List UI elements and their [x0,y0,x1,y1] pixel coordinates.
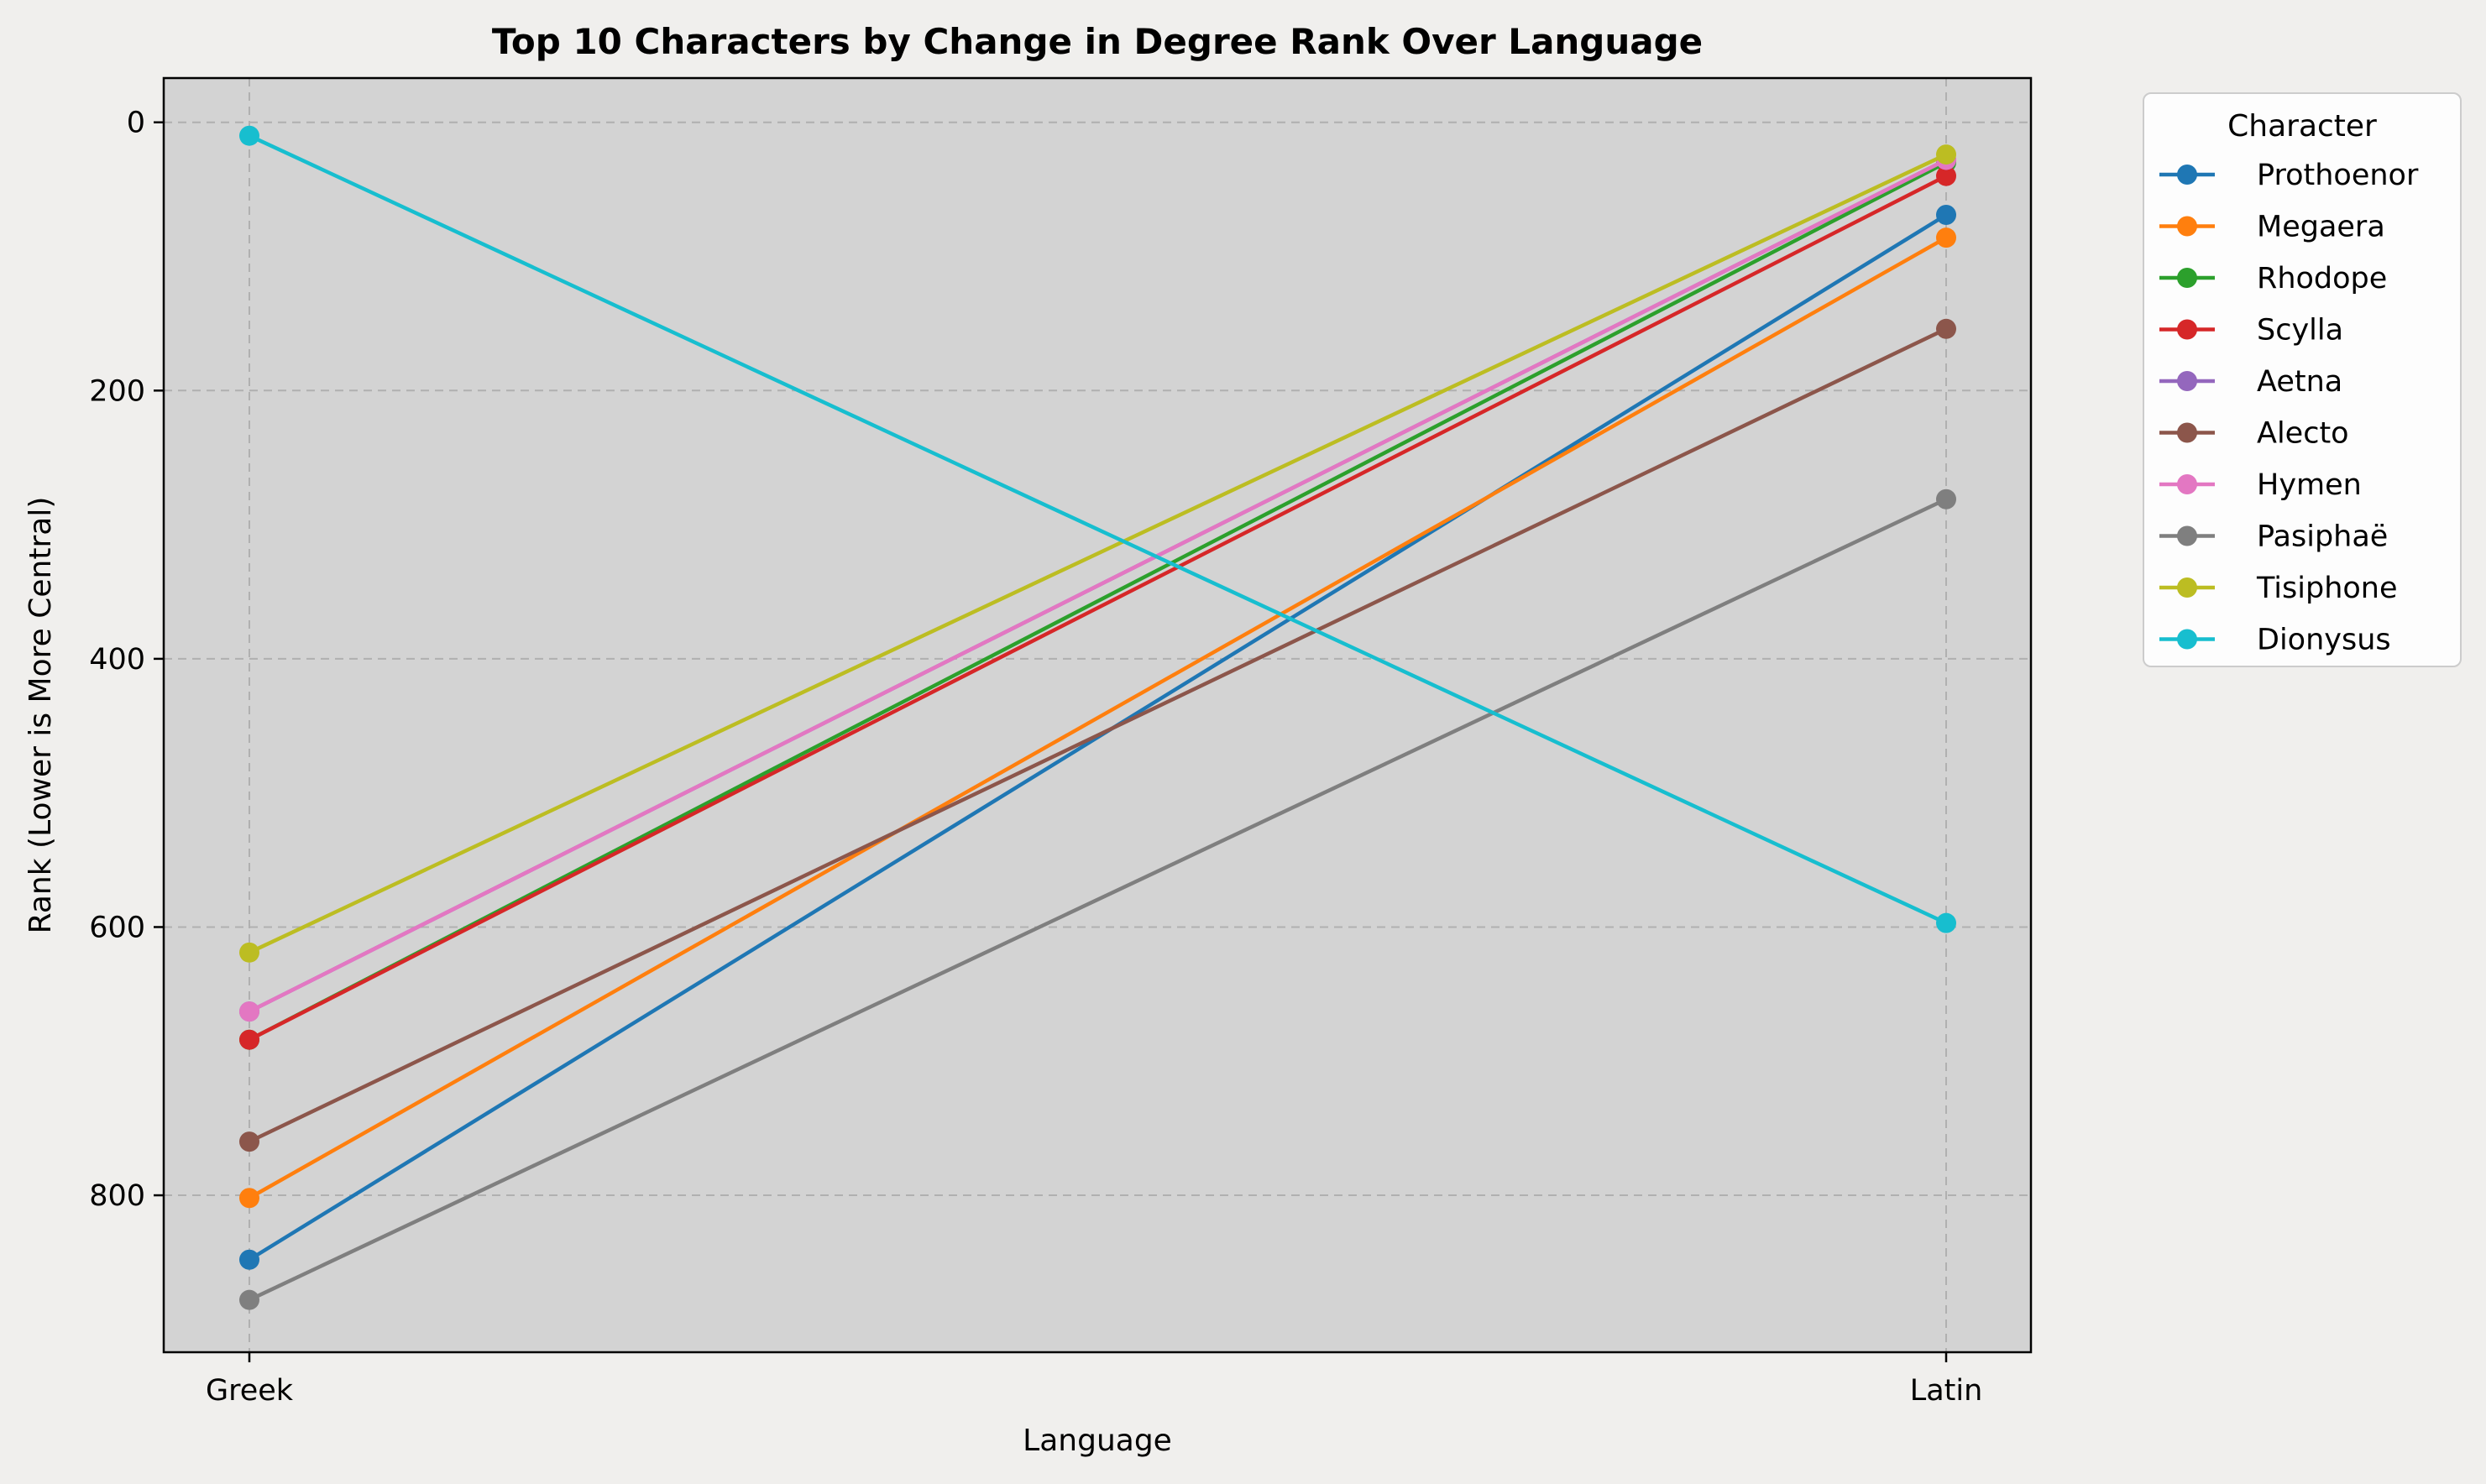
legend-marker [2177,319,2197,340]
legend-item: Pasiphaë [2159,520,2388,554]
legend-item: Aetna [2159,365,2342,399]
legend-label: Dionysus [2257,624,2391,657]
series-7 [239,489,1956,1310]
legend-title: Character [2227,109,2377,144]
data-point [239,1029,259,1050]
legend-marker [2177,371,2197,391]
legend-label: Pasiphaë [2257,520,2388,554]
legend-item: Scylla [2159,314,2343,347]
series-line [248,236,1948,1200]
series-line [249,153,1947,954]
data-point [239,1289,259,1310]
legend-marker [2177,474,2197,494]
legend-label: Rhodope [2257,262,2387,295]
series-1 [239,227,1956,1209]
legend-item: Alecto [2159,417,2349,451]
series-5 [239,318,1956,1152]
legend-box [2143,92,2462,667]
legend-label: Prothoenor [2257,159,2419,192]
y-tick-label: 600 [89,911,145,944]
legend: Character Prothoenor Megaera Rhodope Scylla… [2143,92,2462,667]
data-point [1936,489,1956,509]
legend-label: Megaera [2257,211,2385,244]
x-tick-label: Latin [1910,1374,1983,1408]
data-point [1936,227,1956,248]
legend-label: Alecto [2257,417,2349,451]
legend-label: Hymen [2257,468,2362,502]
series-line [249,327,1947,1144]
series-3 [239,165,1956,1050]
legend-marker [2177,577,2197,598]
legend-marker [2177,165,2197,185]
data-point [1936,144,1956,165]
legend-item: Megaera [2159,211,2385,244]
series-lines [239,125,1956,1310]
legend-label: Scylla [2257,314,2343,347]
legend-item: Prothoenor [2159,159,2419,192]
data-point [1936,204,1956,225]
y-tick-label: 800 [89,1179,145,1213]
chart-title: Top 10 Characters by Change in Degree Ra… [492,21,1703,62]
y-tick-label: 400 [89,643,145,677]
series-line [249,497,1947,1302]
legend-items: Prothoenor Megaera Rhodope Scylla Aetna Alect… [2159,159,2419,657]
data-point [239,1188,259,1209]
legend-item: Hymen [2159,468,2362,502]
data-point [239,1001,259,1022]
legend-label: Aetna [2257,365,2342,399]
legend-marker [2177,216,2197,237]
data-point [1936,165,1956,186]
data-point [239,1131,259,1152]
series-line [248,158,1948,1014]
data-point [239,125,259,146]
data-point [1936,912,1956,933]
legend-item: Rhodope [2159,262,2387,295]
x-tick-label: Greek [206,1374,294,1408]
plot-area [164,78,2031,1352]
series-line [248,174,1948,1042]
series-line [248,160,1948,1042]
legend-marker [2177,422,2197,443]
legend-marker [2177,525,2197,546]
legend-label: Tisiphone [2256,572,2398,605]
plot-frame [162,76,2033,1354]
data-point [1936,318,1956,339]
legend-marker [2177,268,2197,288]
legend-marker [2177,629,2197,650]
series-8 [239,144,1956,963]
axis-ticks: 0 200 400 600 800 Greek Latin [89,107,1982,1408]
legend-item: Dionysus [2159,624,2391,657]
legend-item: Tisiphone [2159,572,2398,605]
y-axis-label: Rank (Lower is More Central) [24,497,58,934]
series-line [249,133,1947,925]
data-point [239,942,259,963]
series-9 [239,125,1956,933]
y-tick-label: 200 [89,374,145,408]
x-axis-label: Language [1023,1424,1172,1458]
data-point [239,1249,259,1270]
y-tick-label: 0 [127,107,145,140]
